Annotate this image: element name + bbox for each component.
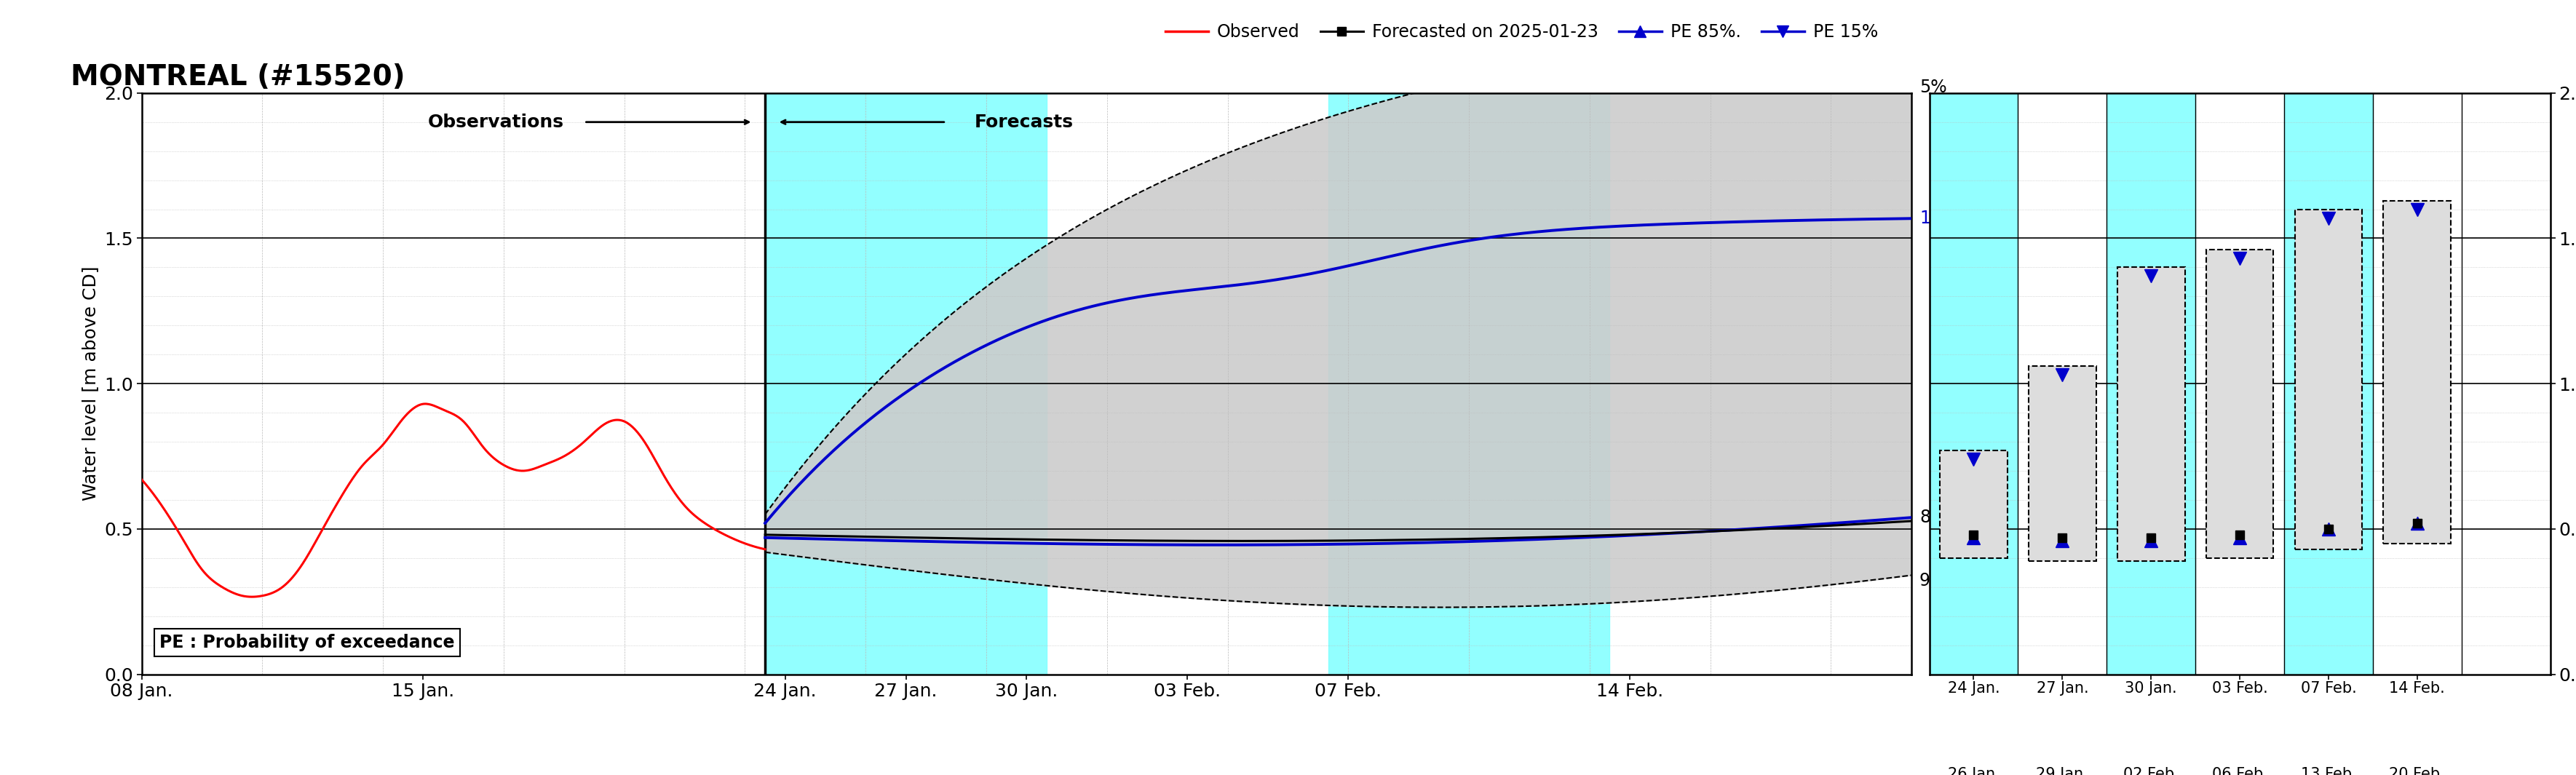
Text: MONTREAL (#15520): MONTREAL (#15520) <box>72 63 404 91</box>
Text: PE : Probability of exceedance: PE : Probability of exceedance <box>160 633 453 651</box>
Bar <box>765 93 1046 674</box>
Bar <box>1929 93 2017 674</box>
FancyBboxPatch shape <box>1940 450 2007 558</box>
Text: 15%: 15% <box>1919 210 1958 227</box>
Text: 95%: 95% <box>1919 572 1958 590</box>
Text: 29 Jan.: 29 Jan. <box>2035 767 2089 775</box>
Text: 02 Feb.: 02 Feb. <box>2123 767 2179 775</box>
Y-axis label: Water level [m above CD]: Water level [m above CD] <box>82 267 98 501</box>
FancyBboxPatch shape <box>2030 367 2097 561</box>
Legend: Observed, Forecasted on 2025-01-23, PE 85%., PE 15%: Observed, Forecasted on 2025-01-23, PE 8… <box>1159 16 1886 47</box>
FancyBboxPatch shape <box>2205 250 2275 558</box>
FancyBboxPatch shape <box>2117 267 2184 561</box>
Text: Observations: Observations <box>428 113 564 131</box>
FancyBboxPatch shape <box>2295 209 2362 549</box>
FancyBboxPatch shape <box>2383 201 2450 543</box>
Text: 5%: 5% <box>1919 78 1947 96</box>
Bar <box>2107 93 2195 674</box>
Text: 06 Feb.: 06 Feb. <box>2213 767 2267 775</box>
Text: 26 Jan.: 26 Jan. <box>1947 767 1999 775</box>
Text: Forecasts: Forecasts <box>974 113 1074 131</box>
Text: 13 Feb.: 13 Feb. <box>2300 767 2357 775</box>
Bar <box>2285 93 2372 674</box>
Text: 85%: 85% <box>1919 508 1958 526</box>
Bar <box>1329 93 1610 674</box>
Text: 20 Feb.: 20 Feb. <box>2391 767 2445 775</box>
